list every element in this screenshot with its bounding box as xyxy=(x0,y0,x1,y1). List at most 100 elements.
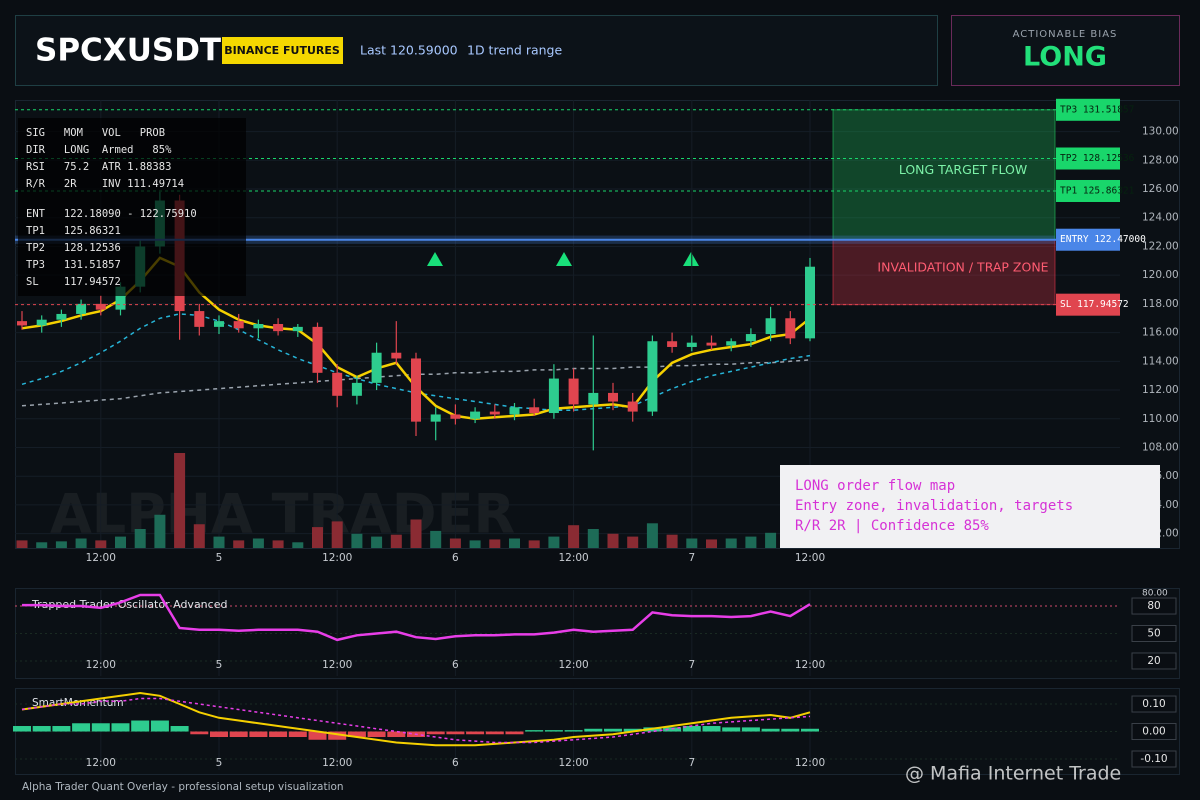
momentum-line xyxy=(21,691,811,747)
momentum-bar xyxy=(426,731,445,735)
volume-bar xyxy=(627,536,639,548)
volume-bar xyxy=(390,534,402,548)
watermark: ALPHA TRADER xyxy=(50,483,515,546)
oscillator-line xyxy=(22,593,811,642)
momentum-bar xyxy=(781,728,800,732)
level-tag xyxy=(1056,228,1120,251)
annotation-box xyxy=(780,465,1160,548)
level-label: TP2 128.12536 xyxy=(1060,153,1135,164)
momentum-bar xyxy=(525,730,544,732)
y-tick-label: 20 xyxy=(1147,655,1160,667)
candle-body xyxy=(17,321,27,326)
candle-body xyxy=(470,411,481,419)
volume-bar xyxy=(509,538,520,548)
bias: LONG xyxy=(1023,42,1107,73)
y-tick-box xyxy=(1131,750,1177,768)
volume-bar xyxy=(528,540,540,548)
momentum-bar xyxy=(761,728,780,732)
y-tick-label: 128.00 xyxy=(1142,154,1179,166)
y-tick-label: 126.00 xyxy=(1142,183,1179,195)
x-tick-label: 7 xyxy=(688,659,695,671)
y-tick-label: 50 xyxy=(1147,628,1160,640)
momentum-bar xyxy=(91,723,110,732)
bias-panel xyxy=(951,15,1180,86)
volume-bar xyxy=(213,536,225,548)
candle-body xyxy=(391,352,402,359)
x-tick-label: 12:00 xyxy=(558,757,588,769)
momentum-bar xyxy=(387,731,406,738)
volume-bar xyxy=(115,536,126,548)
last-price: Last 120.59000 xyxy=(360,43,458,58)
badge-bg xyxy=(222,37,343,64)
candle-body xyxy=(627,401,638,412)
momentum-bar xyxy=(347,731,366,738)
x-tick-label: 12:00 xyxy=(322,757,352,769)
info-row: RSI 75.2 ATR 1.88383 xyxy=(26,161,171,173)
volume-bar xyxy=(36,542,48,548)
info-row: TP3 131.51857 xyxy=(26,259,121,271)
y-tick-label: 80 xyxy=(1147,600,1160,612)
candle-body xyxy=(351,382,362,396)
momentum-bar xyxy=(32,726,51,732)
momentum-bar xyxy=(210,731,228,738)
x-tick-label: 12:00 xyxy=(322,552,352,564)
candle-body xyxy=(489,411,500,415)
info-row: TP2 128.12536 xyxy=(26,242,121,254)
x-tick-label: 12:00 xyxy=(86,757,116,769)
y-tick-box xyxy=(1131,723,1177,741)
info-panel xyxy=(18,118,246,296)
momentum-bar xyxy=(604,728,622,732)
level-tag xyxy=(1056,179,1120,202)
momentum-bar xyxy=(72,723,91,732)
candle-body xyxy=(509,407,520,415)
volume-bar xyxy=(666,534,678,548)
volume-bar xyxy=(292,542,304,548)
x-tick-label: 12:00 xyxy=(558,659,588,671)
level-tag xyxy=(1056,147,1120,170)
momentum-bar xyxy=(13,726,31,732)
y-tick-label: 112.00 xyxy=(1142,384,1179,396)
zone-label: LONG TARGET FLOW xyxy=(899,162,1027,177)
level-tag xyxy=(1056,293,1120,316)
badge: BINANCE FUTURES xyxy=(224,44,340,57)
x-tick-label: 5 xyxy=(216,659,223,671)
momentum-bar xyxy=(308,731,327,740)
annotation-line: LONG order flow map xyxy=(795,478,955,494)
momentum-bar xyxy=(544,730,563,732)
candle-body xyxy=(312,326,323,373)
candle-body xyxy=(608,392,618,402)
y-tick-label: 124.00 xyxy=(1142,212,1179,224)
candle-body xyxy=(332,372,343,396)
bias-label: ACTIONABLE BIAS xyxy=(1013,29,1118,40)
candle-body xyxy=(253,324,264,329)
candle-body xyxy=(726,341,737,346)
volume-bar xyxy=(706,539,717,548)
candle-body xyxy=(745,334,756,342)
zone-label: INVALIDATION / TRAP ZONE xyxy=(877,260,1048,275)
momentum-bar xyxy=(801,728,819,732)
momentum-bar xyxy=(190,731,209,735)
momentum-bar xyxy=(564,730,583,732)
candle-body xyxy=(588,392,599,405)
volume-bar xyxy=(95,540,107,548)
momentum-bar xyxy=(584,728,603,732)
volume-bar xyxy=(174,453,186,548)
momentum-bar xyxy=(722,727,741,732)
candle-body xyxy=(273,324,284,332)
volume-bar xyxy=(272,540,284,548)
candle-body xyxy=(430,414,441,422)
annotation-line: Entry zone, invalidation, targets xyxy=(795,498,1073,514)
candle-body xyxy=(56,313,67,320)
x-tick-label: 5 xyxy=(216,552,223,564)
annotation-line: R/R 2R | Confidence 85% xyxy=(795,518,989,534)
x-tick-label: 6 xyxy=(452,552,459,564)
volume-bar xyxy=(765,532,777,548)
volume-bar xyxy=(75,538,87,548)
volume-bar xyxy=(607,533,619,548)
panel-title: SmartMomentum xyxy=(32,697,124,709)
momentum-bar xyxy=(131,720,150,732)
momentum-bar xyxy=(682,726,701,732)
x-tick-label: 12:00 xyxy=(795,552,825,564)
